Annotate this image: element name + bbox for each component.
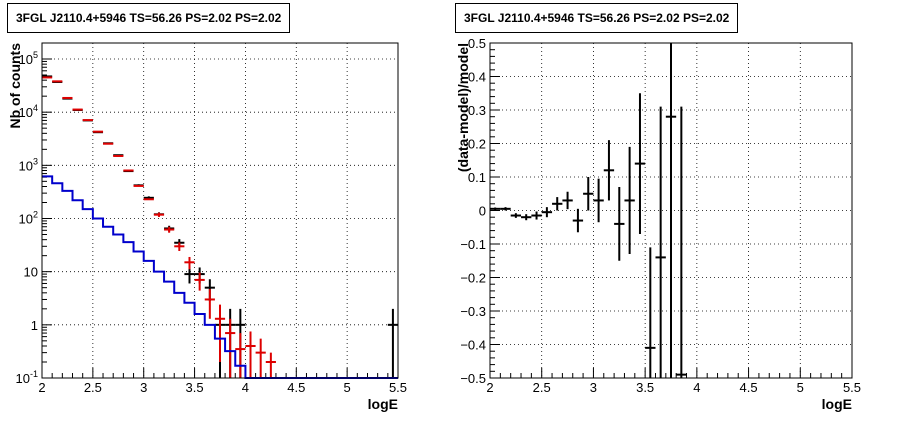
x-tick-label: 4 (693, 380, 700, 395)
model-point (174, 242, 185, 251)
residuals-point (562, 191, 573, 210)
y-tick-label: 0.1 (468, 170, 486, 185)
data-point (184, 267, 195, 284)
y-tick-label: 0 (479, 204, 486, 219)
model-point (204, 289, 215, 319)
series-residuals (490, 43, 687, 378)
x-tick-label: 3 (590, 380, 597, 395)
data-point (387, 308, 398, 378)
x-tick-label: 5 (344, 380, 351, 395)
plot-frame (489, 42, 853, 379)
panel-residuals: 2 2.5 3 3.5 4 4.5 5 5.5 −0.5 −0.4 −0.3 −0.2 −0.1 0 0.1… (455, 36, 861, 412)
residuals-point (510, 213, 522, 218)
left-chart-title: 3FGL J2110.4+5946 TS=56.26 PS=2.02 PS=2.… (7, 3, 291, 33)
x-tick-label: 2.5 (533, 380, 551, 395)
residuals-point (490, 207, 501, 211)
y-tick-label: 0.4 (468, 70, 486, 85)
model-point (245, 331, 256, 378)
x-tick-label: 2 (486, 380, 493, 395)
model-point (225, 318, 236, 378)
right-chart-title: 3FGL J2110.4+5946 TS=56.26 PS=2.02 PS=2.… (455, 3, 739, 33)
residuals-point (531, 211, 542, 220)
y-axis-label: Nb of counts (7, 43, 23, 129)
x-axis-label: logE (368, 396, 398, 412)
residuals-point (614, 187, 625, 261)
x-tick-label: 3.5 (186, 380, 204, 395)
model-point (235, 333, 246, 378)
y-tick-label: 1 (31, 318, 38, 333)
residuals-point (655, 106, 666, 378)
model-point (214, 304, 226, 362)
residuals-point (624, 146, 635, 255)
x-tick-label: 4.5 (740, 380, 758, 395)
model-point (184, 256, 195, 270)
residuals-point (572, 208, 584, 233)
model-point (194, 272, 205, 291)
y-tick-label: −0.3 (460, 304, 486, 319)
x-tick-label: 3 (140, 380, 147, 395)
y-tick-label: 102 (19, 210, 38, 227)
y-axis-label: (data-model)/model (455, 43, 471, 172)
residuals-point (593, 178, 604, 223)
model-point (265, 352, 276, 378)
panel-counts: 2 2.5 3 3.5 4 4.5 5 5.510-1110102103104105logEN… (7, 42, 407, 412)
residuals-point (665, 43, 677, 378)
residuals-point (541, 207, 553, 218)
x-tick-label: 2.5 (84, 380, 102, 395)
x-tick-label: 3.5 (636, 380, 654, 395)
x-tick-label: 5.5 (843, 380, 861, 395)
plot-frame (41, 42, 399, 379)
residuals-point (500, 207, 511, 211)
y-tick-label: 10 (24, 265, 38, 280)
x-tick-label: 5 (797, 380, 804, 395)
y-tick-label: −0.2 (460, 271, 486, 286)
x-tick-label: 2 (38, 380, 45, 395)
residuals-point (676, 106, 687, 378)
y-tick-label: −0.1 (460, 237, 486, 252)
x-tick-label: 4.5 (287, 380, 305, 395)
x-tick-label: 4 (242, 380, 249, 395)
y-tick-label: 0.5 (468, 36, 486, 51)
y-tick-label: 0.2 (468, 137, 486, 152)
model-point (153, 212, 165, 217)
y-tick-label: 0.3 (468, 103, 486, 118)
model-point (164, 226, 175, 233)
residuals-point (634, 93, 646, 234)
y-tick-label: −0.4 (460, 338, 486, 353)
residuals-point (603, 140, 615, 201)
y-tick-label: 10-1 (16, 369, 38, 386)
residuals-point (583, 177, 594, 211)
residuals-point (521, 214, 532, 221)
residuals-point (552, 197, 563, 211)
x-axis-label: logE (822, 396, 852, 412)
series-model (42, 76, 276, 378)
x-tick-label: 5.5 (389, 380, 407, 395)
y-tick-label: −0.5 (460, 371, 486, 386)
model-point (255, 338, 266, 378)
residuals-point (645, 247, 656, 378)
y-tick-label: 103 (19, 156, 38, 173)
